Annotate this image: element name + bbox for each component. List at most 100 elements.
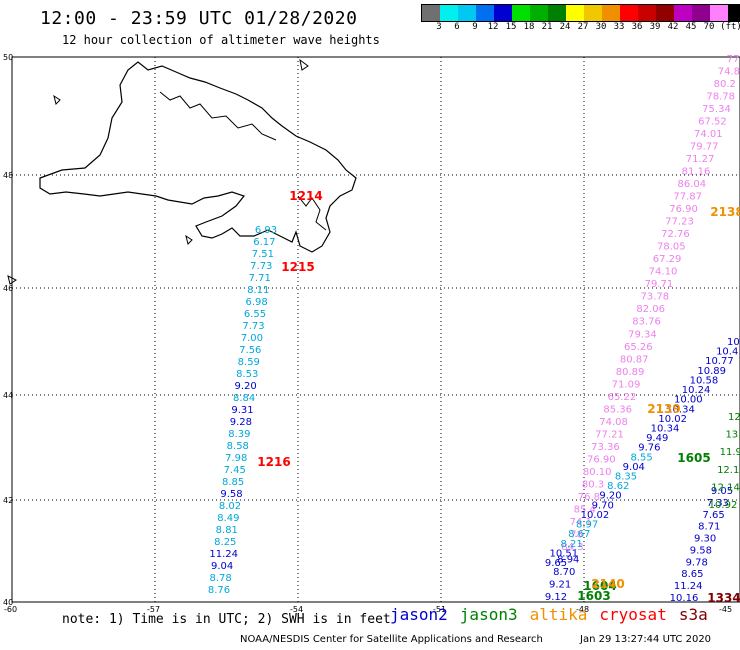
pass-number-label: 1334 xyxy=(707,591,740,605)
swh-value-east-track: 10.16 xyxy=(670,593,699,604)
swh-value-pink-track: 71.09 xyxy=(612,379,641,390)
pass-number-label: 1216 xyxy=(257,455,290,469)
swh-value-west-track: 8.49 xyxy=(217,513,239,524)
swh-value-west-track: 8.78 xyxy=(209,573,231,584)
coast-detail-bay xyxy=(297,195,327,231)
swh-value-pink-track: 79.71 xyxy=(645,279,674,290)
footer-note: note: 1) Time is in UTC; 2) SWH is in fe… xyxy=(62,612,391,627)
swh-value-pink-track: 79.77 xyxy=(690,142,719,153)
swh-value-pink-track: 77 xyxy=(727,54,740,65)
swh-value-pink-track: 9.12 xyxy=(545,592,567,603)
swh-value-pink-track: 74.8 xyxy=(718,67,740,78)
swh-value-pink-track: 73.78 xyxy=(640,292,669,303)
legend-tick: 24 xyxy=(559,22,571,32)
swh-value-green-track: 12.1 xyxy=(717,465,739,476)
swh-value-pink-track: 71.27 xyxy=(686,154,715,165)
swh-value-pink-track: 65.22 xyxy=(608,392,637,403)
swh-value-blue-track: 9.70 xyxy=(592,500,614,511)
swh-value-pink-track: 75.34 xyxy=(702,104,731,115)
swh-value-blue-track: 10.58 xyxy=(690,375,719,386)
credit-line: NOAA/NESDIS Center for Satellite Applica… xyxy=(240,634,543,645)
legend-swatch xyxy=(512,5,530,21)
swh-value-west-track: 7.71 xyxy=(249,273,271,284)
sat-jason3: jason3 xyxy=(459,605,518,624)
swh-value-pink-track: 77.87 xyxy=(673,192,702,203)
swh-value-blue-track: 10.34 xyxy=(666,404,695,415)
swh-value-pink-track: 78 xyxy=(570,529,583,540)
swh-value-west-track: 8.85 xyxy=(222,477,244,488)
swh-value-pink-track: 76.8 xyxy=(578,492,600,503)
swh-value-pink-track: 82.06 xyxy=(636,304,665,315)
lon-label: -57 xyxy=(147,605,160,614)
sat-altika: altika xyxy=(529,605,588,624)
swh-value-blue-track: 10.24 xyxy=(682,385,711,396)
swh-value-west-track: 9.04 xyxy=(211,561,233,572)
legend-swatch xyxy=(584,5,602,21)
swh-value-blue-track: 9.04 xyxy=(623,462,645,473)
legend-tick: 3 xyxy=(436,22,442,32)
legend-tick: 39 xyxy=(649,22,661,32)
swh-value-pink-track: 76.90 xyxy=(587,454,616,465)
swh-value-pink-track: 77.21 xyxy=(595,429,624,440)
swh-value-pink-track: 85.36 xyxy=(603,404,632,415)
pass-number-label: 1603 xyxy=(577,589,610,603)
swh-value-pink-track: 80.2 xyxy=(714,79,736,90)
swh-value-blue-track: 8.35 xyxy=(615,472,637,483)
swh-value-pink-track: 86.04 xyxy=(677,179,706,190)
swh-value-west-track: 8.76 xyxy=(208,585,230,596)
swh-value-blue-track: 9.76 xyxy=(638,443,660,454)
map-frame xyxy=(11,56,740,603)
swh-value-green-track: 12. xyxy=(728,412,740,423)
sat-cryosat: cryosat xyxy=(599,605,667,624)
swh-value-west-track: 8.58 xyxy=(227,441,249,452)
lon-label: -54 xyxy=(290,605,303,614)
legend-swatch xyxy=(422,5,440,21)
coast-detail-north xyxy=(159,91,277,141)
coast-islands xyxy=(7,58,309,285)
swh-value-blue-track: 8.55 xyxy=(630,452,652,463)
swh-value-west-track: 8.84 xyxy=(233,393,255,404)
swh-value-pink-track: 8.94 xyxy=(557,555,579,566)
lon-label: -45 xyxy=(719,605,732,614)
swh-value-east-track: 9.05 xyxy=(711,486,733,497)
legend-swatch xyxy=(548,5,566,21)
pass-number-label: 1215 xyxy=(281,260,314,274)
legend-swatch xyxy=(620,5,638,21)
swh-value-pink-track: 80.3 xyxy=(582,479,604,490)
legend-tick: 15 xyxy=(505,22,517,32)
lat-label: 42 xyxy=(3,496,13,505)
swh-value-west-track: 8.02 xyxy=(219,501,241,512)
legend-swatch xyxy=(692,5,710,21)
swh-value-west-track: 7.73 xyxy=(250,261,272,272)
swh-value-blue-track: 10. xyxy=(727,337,740,348)
swh-value-west-track: 11.24 xyxy=(209,549,238,560)
legend-tick: 18 xyxy=(523,22,535,32)
swh-value-west-track: 8.53 xyxy=(236,369,258,380)
pass-number-label: 1214 xyxy=(289,189,322,203)
swh-value-west-track: 8.39 xyxy=(228,429,250,440)
swh-value-pink-track: 65.26 xyxy=(624,342,653,353)
lat-label: 46 xyxy=(3,284,13,293)
swh-value-pink-track: 74.08 xyxy=(599,417,628,428)
pass-number-label: 2139 xyxy=(647,402,680,416)
swh-value-east-track: 9.30 xyxy=(694,534,716,545)
swh-value-west-track: 6.98 xyxy=(245,297,267,308)
legend-tick: 30 xyxy=(595,22,607,32)
lon-label: -48 xyxy=(576,605,589,614)
legend-swatch xyxy=(494,5,512,21)
lon-label: -60 xyxy=(4,605,17,614)
swh-value-green-track: 11.9 xyxy=(720,447,740,458)
legend-swatch xyxy=(458,5,476,21)
swh-value-blue-track: 10.00 xyxy=(674,395,703,406)
swh-value-blue-track: 9.20 xyxy=(599,491,621,502)
swh-value-west-track: 8.59 xyxy=(238,357,260,368)
swh-value-west-track: 9.28 xyxy=(230,417,252,428)
swh-value-blue-track: 10.34 xyxy=(651,424,680,435)
swh-value-west-track: 9.31 xyxy=(231,405,253,416)
swh-value-west-track: 7.45 xyxy=(224,465,246,476)
legend-swatch xyxy=(728,5,740,21)
legend-tick: 27 xyxy=(577,22,589,32)
newfoundland-coastline xyxy=(39,61,357,253)
legend-tick: 6 xyxy=(454,22,460,32)
map-title: 12:00 - 23:59 UTC 01/28/2020 xyxy=(40,8,358,29)
